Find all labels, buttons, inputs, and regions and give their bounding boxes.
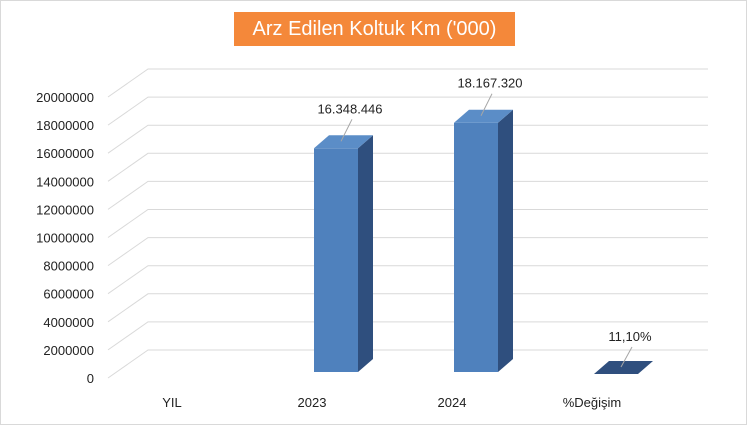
y-tick-label: 0 bbox=[87, 371, 94, 386]
x-axis-tick-labels: YIL 2023 2024 %Değişim bbox=[162, 395, 621, 410]
y-tick-label: 6000000 bbox=[43, 287, 94, 302]
data-label-leader bbox=[340, 119, 353, 142]
gridline bbox=[107, 68, 708, 98]
x-tick-label: 2023 bbox=[298, 395, 327, 410]
gridline bbox=[107, 124, 708, 154]
x-tick-label: %Değişim bbox=[563, 395, 622, 410]
data-labels: 16.348.446 18.167.320 11,10% bbox=[317, 76, 652, 368]
y-axis-tick-labels: 0 2000000 4000000 6000000 8000000 10000000 120… bbox=[36, 90, 94, 386]
bar bbox=[594, 361, 653, 374]
y-tick-label: 14000000 bbox=[36, 174, 94, 189]
data-label: 16.348.446 bbox=[317, 101, 382, 116]
y-tick-label: 4000000 bbox=[43, 315, 94, 330]
gridline bbox=[107, 265, 708, 295]
x-tick-label: YIL bbox=[162, 395, 182, 410]
bar bbox=[314, 135, 373, 372]
y-tick-label: 18000000 bbox=[36, 118, 94, 133]
data-label-leader bbox=[620, 346, 633, 368]
data-label-leader bbox=[480, 93, 493, 116]
gridline bbox=[107, 96, 708, 126]
gridline bbox=[107, 321, 708, 351]
y-tick-label: 20000000 bbox=[36, 90, 94, 105]
y-tick-label: 8000000 bbox=[43, 259, 94, 274]
gridline bbox=[107, 180, 708, 210]
y-tick-label: 16000000 bbox=[36, 146, 94, 161]
gridline bbox=[107, 152, 708, 182]
gridlines bbox=[107, 68, 708, 379]
chart-title: Arz Edilen Koltuk Km ('000) bbox=[234, 12, 515, 46]
data-label: 18.167.320 bbox=[457, 76, 522, 91]
gridline bbox=[107, 209, 708, 238]
bar bbox=[454, 109, 513, 373]
bars bbox=[314, 109, 653, 374]
gridline bbox=[107, 349, 708, 379]
y-tick-label: 12000000 bbox=[36, 202, 94, 217]
y-tick-label: 2000000 bbox=[43, 343, 94, 358]
gridline bbox=[107, 237, 708, 267]
x-tick-label: 2024 bbox=[438, 395, 467, 410]
gridline bbox=[107, 293, 708, 323]
y-tick-label: 10000000 bbox=[36, 231, 94, 246]
data-label: 11,10% bbox=[608, 329, 652, 344]
